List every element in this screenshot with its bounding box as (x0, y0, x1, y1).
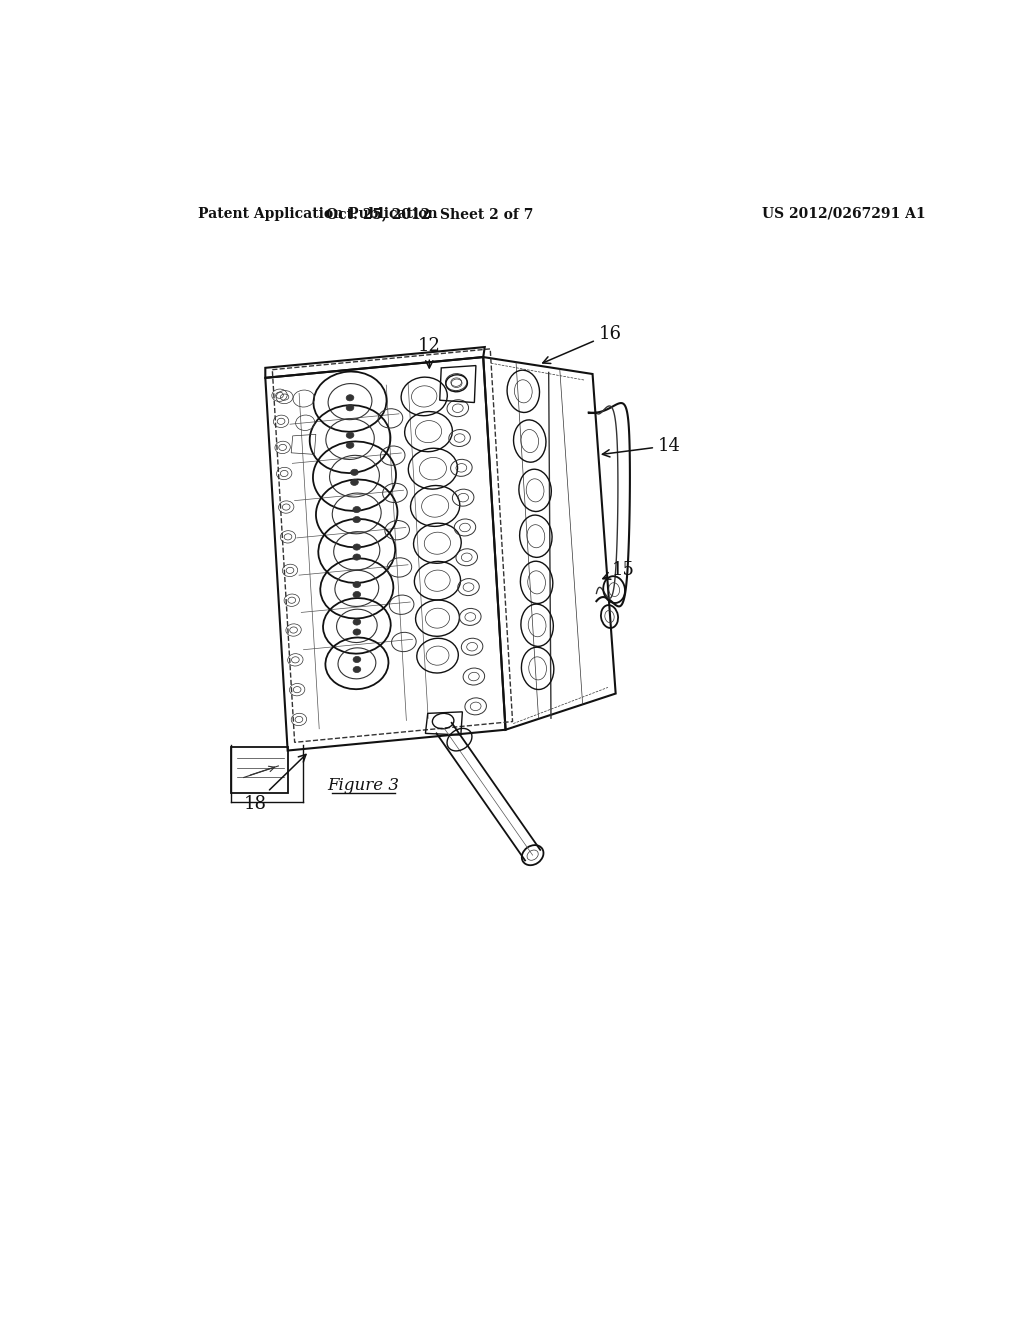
Text: 12: 12 (418, 337, 440, 368)
Text: 16: 16 (543, 325, 622, 363)
Ellipse shape (346, 395, 354, 401)
Text: Patent Application Publication: Patent Application Publication (199, 207, 438, 220)
Ellipse shape (353, 581, 360, 587)
Ellipse shape (353, 628, 360, 635)
Text: 15: 15 (603, 561, 635, 579)
Ellipse shape (353, 667, 360, 673)
Ellipse shape (353, 591, 360, 598)
Ellipse shape (353, 516, 360, 523)
Text: 14: 14 (602, 437, 681, 457)
Ellipse shape (353, 544, 360, 550)
Ellipse shape (353, 554, 360, 560)
Text: US 2012/0267291 A1: US 2012/0267291 A1 (762, 207, 926, 220)
Text: Figure 3: Figure 3 (327, 777, 399, 795)
Ellipse shape (346, 405, 354, 411)
Ellipse shape (353, 507, 360, 512)
Ellipse shape (346, 442, 354, 449)
Ellipse shape (350, 469, 358, 475)
Ellipse shape (346, 432, 354, 438)
Text: Oct. 25, 2012  Sheet 2 of 7: Oct. 25, 2012 Sheet 2 of 7 (326, 207, 534, 220)
Text: 18: 18 (244, 755, 306, 813)
Ellipse shape (353, 656, 360, 663)
Ellipse shape (350, 479, 358, 486)
Ellipse shape (353, 619, 360, 626)
